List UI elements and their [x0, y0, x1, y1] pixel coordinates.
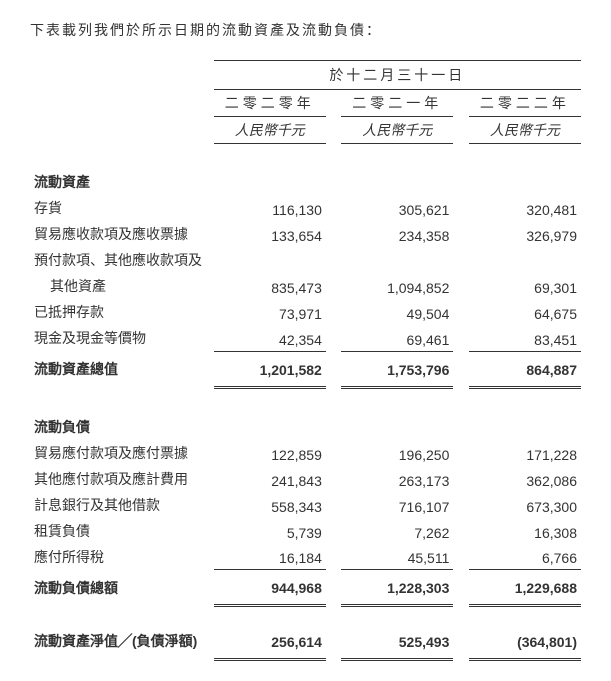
period-header: 於十二月三十一日	[214, 61, 581, 90]
cell-value: 716,107	[341, 492, 453, 518]
table-row: 其他應付款項及應計費用 241,843 263,173 362,086	[30, 466, 581, 492]
cell-value: 196,250	[341, 440, 453, 466]
table-row: 其他資產 835,473 1,094,852 69,301	[30, 273, 581, 299]
cell-value: 171,228	[469, 440, 581, 466]
year-col-3: 二零二二年	[469, 90, 581, 117]
cell-value: 5,739	[214, 518, 326, 544]
cell-value: 42,354	[214, 325, 326, 351]
row-label: 貿易應收款項及應收票據	[30, 221, 214, 247]
cell-value: 835,473	[214, 273, 326, 299]
cell-value: 16,184	[214, 544, 326, 570]
total-value: 944,968	[214, 570, 326, 606]
cell-value: 1,094,852	[341, 273, 453, 299]
row-label: 其他應付款項及應計費用	[30, 466, 214, 492]
year-col-2: 二零二一年	[341, 90, 453, 117]
cell-value: 234,358	[341, 221, 453, 247]
table-row: 預付款項、其他應收款項及	[30, 247, 581, 273]
row-label: 應付所得稅	[30, 544, 214, 570]
cell-value: 6,766	[469, 544, 581, 570]
cell-value: 49,504	[341, 299, 453, 325]
liabilities-total-row: 流動負債總額 944,968 1,228,303 1,229,688	[30, 570, 581, 606]
cell-value: 305,621	[341, 195, 453, 221]
cell-value: 320,481	[469, 195, 581, 221]
table-row: 存貨 116,130 305,621 320,481	[30, 195, 581, 221]
intro-text: 下表載列我們於所示日期的流動資產及流動負債：	[30, 20, 581, 40]
total-label: 流動資產總值	[30, 351, 214, 387]
cell-value: 558,343	[214, 492, 326, 518]
table-row: 貿易應收款項及應收票據 133,654 234,358 326,979	[30, 221, 581, 247]
row-label: 現金及現金等價物	[30, 325, 214, 351]
net-value: 256,614	[214, 623, 326, 659]
cell-value: 263,173	[341, 466, 453, 492]
year-col-1: 二零二零年	[214, 90, 326, 117]
row-label: 租賃負債	[30, 518, 214, 544]
row-label: 計息銀行及其他借款	[30, 492, 214, 518]
table-row: 已抵押存款 73,971 49,504 64,675	[30, 299, 581, 325]
row-label: 貿易應付款項及應付票據	[30, 440, 214, 466]
cell-value: 16,308	[469, 518, 581, 544]
row-label: 已抵押存款	[30, 299, 214, 325]
cell-value: 673,300	[469, 492, 581, 518]
total-value: 1,228,303	[341, 570, 453, 606]
table-row: 現金及現金等價物 42,354 69,461 83,451	[30, 325, 581, 351]
net-label: 流動資產淨值╱(負債淨額)	[30, 623, 214, 659]
net-row: 流動資產淨值╱(負債淨額) 256,614 525,493 (364,801)	[30, 623, 581, 659]
cell-value: 326,979	[469, 221, 581, 247]
cell-value: 362,086	[469, 466, 581, 492]
net-value: (364,801)	[469, 623, 581, 659]
table-row: 應付所得稅 16,184 45,511 6,766	[30, 544, 581, 570]
cell-value: 133,654	[214, 221, 326, 247]
cell-value: 83,451	[469, 325, 581, 351]
cell-value: 45,511	[341, 544, 453, 570]
cell-value: 69,461	[341, 325, 453, 351]
row-label: 存貨	[30, 195, 214, 221]
row-label: 預付款項、其他應收款項及	[30, 247, 214, 273]
cell-value: 116,130	[214, 195, 326, 221]
unit-3: 人民幣千元	[469, 117, 581, 144]
total-value: 1,229,688	[469, 570, 581, 606]
cell-value: 73,971	[214, 299, 326, 325]
financial-table: 於十二月三十一日 二零二零年 二零二一年 二零二二年 人民幣千元 人民幣千元 人…	[30, 60, 581, 661]
cell-value: 122,859	[214, 440, 326, 466]
unit-2: 人民幣千元	[341, 117, 453, 144]
row-label: 其他資產	[30, 273, 214, 299]
unit-1: 人民幣千元	[214, 117, 326, 144]
assets-title: 流動資產	[30, 160, 214, 195]
total-value: 864,887	[469, 351, 581, 387]
cell-value: 69,301	[469, 273, 581, 299]
cell-value: 7,262	[341, 518, 453, 544]
table-row: 租賃負債 5,739 7,262 16,308	[30, 518, 581, 544]
total-value: 1,753,796	[341, 351, 453, 387]
table-row: 貿易應付款項及應付票據 122,859 196,250 171,228	[30, 440, 581, 466]
total-value: 1,201,582	[214, 351, 326, 387]
total-label: 流動負債總額	[30, 570, 214, 606]
table-row: 計息銀行及其他借款 558,343 716,107 673,300	[30, 492, 581, 518]
cell-value: 64,675	[469, 299, 581, 325]
liabilities-title: 流動負債	[30, 405, 214, 440]
assets-total-row: 流動資產總值 1,201,582 1,753,796 864,887	[30, 351, 581, 387]
net-value: 525,493	[341, 623, 453, 659]
cell-value: 241,843	[214, 466, 326, 492]
